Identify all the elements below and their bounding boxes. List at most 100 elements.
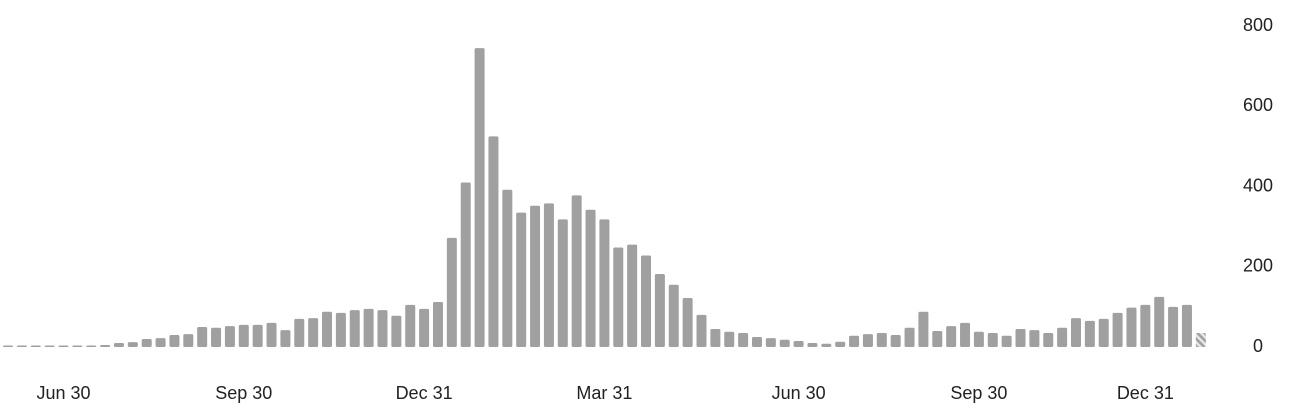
bar: [516, 212, 527, 347]
bar: [1001, 335, 1012, 347]
x-tick-label: Sep 30: [215, 383, 272, 403]
bar: [682, 298, 693, 347]
y-tick-label: 200: [1243, 256, 1273, 276]
bar: [377, 310, 388, 347]
bar: [918, 311, 929, 347]
bar: [1154, 296, 1165, 347]
bar: [16, 345, 27, 347]
bar: [294, 318, 305, 347]
bar: [1181, 304, 1192, 347]
bar: [127, 342, 138, 347]
bar: [266, 322, 277, 347]
bar: [530, 205, 541, 347]
x-tick-label: Jun 30: [772, 383, 826, 403]
bar: [779, 339, 790, 347]
y-tick-label: 800: [1243, 15, 1273, 35]
bar: [1070, 318, 1081, 347]
bar: [960, 322, 971, 347]
bar: [724, 331, 735, 347]
bar: [821, 343, 832, 347]
bar: [1140, 304, 1151, 347]
bar: [30, 345, 41, 347]
bar: [488, 136, 499, 347]
bar: [44, 345, 55, 347]
bar: [460, 182, 471, 347]
bar: [419, 308, 430, 347]
bar: [571, 195, 582, 347]
bar: [391, 315, 402, 347]
x-tick-label: Dec 31: [396, 383, 453, 403]
bar: [224, 326, 235, 347]
bar: [3, 345, 13, 347]
bar: [668, 284, 679, 347]
bar: [751, 336, 762, 347]
bar: [72, 345, 83, 347]
bar: [252, 324, 263, 347]
bar: [627, 244, 638, 347]
bar: [155, 338, 166, 347]
bar: [238, 324, 249, 347]
bar: [100, 344, 111, 347]
x-tick-label: Mar 31: [576, 383, 632, 403]
bar: [973, 331, 984, 347]
bar: [987, 332, 998, 347]
bar: [876, 332, 887, 347]
y-tick-label: 400: [1243, 175, 1273, 195]
bar: [211, 327, 222, 347]
bar: [1112, 312, 1123, 347]
bar: [696, 314, 707, 347]
bar: [1029, 330, 1040, 347]
bar: [349, 310, 360, 347]
bar: [932, 330, 943, 347]
bar: [738, 332, 749, 347]
bar: [890, 334, 901, 347]
bar: [765, 338, 776, 347]
bar: [1098, 318, 1109, 347]
bar: [502, 189, 513, 347]
bar: [86, 345, 97, 347]
bar: [807, 342, 818, 347]
x-tick-label: Sep 30: [950, 383, 1007, 403]
bar: [1195, 332, 1206, 347]
bar: [1015, 328, 1026, 347]
bar: [335, 312, 346, 347]
bar: [599, 219, 610, 347]
bar: [710, 328, 721, 347]
bar: [1126, 307, 1137, 347]
bar: [585, 209, 596, 347]
bar: [543, 203, 554, 347]
x-tick-label: Jun 30: [36, 383, 90, 403]
bar: [58, 345, 69, 347]
bar: [904, 327, 915, 347]
bar: [446, 237, 457, 347]
bar: [1057, 327, 1068, 347]
bar: [793, 340, 804, 347]
bar: [197, 326, 208, 347]
bar: [322, 311, 333, 347]
y-tick-label: 0: [1253, 336, 1263, 356]
bar: [1168, 306, 1179, 347]
bar: [363, 308, 374, 347]
bar: [113, 342, 124, 347]
bar: [1043, 332, 1054, 347]
bar: [169, 334, 180, 347]
bar: [474, 48, 485, 347]
bar: [183, 334, 194, 347]
bar: [613, 247, 624, 347]
bar: [141, 338, 152, 347]
bar: [641, 255, 652, 347]
bar: [654, 273, 665, 347]
bar: [849, 335, 860, 347]
bar: [946, 326, 957, 347]
bar: [557, 219, 568, 347]
bar: [280, 330, 291, 347]
y-tick-label: 600: [1243, 95, 1273, 115]
bar: [308, 318, 319, 347]
bar: [1084, 320, 1095, 347]
bar: [862, 334, 873, 347]
bar: [405, 304, 416, 347]
bar: [432, 302, 443, 347]
bar: [835, 341, 846, 347]
